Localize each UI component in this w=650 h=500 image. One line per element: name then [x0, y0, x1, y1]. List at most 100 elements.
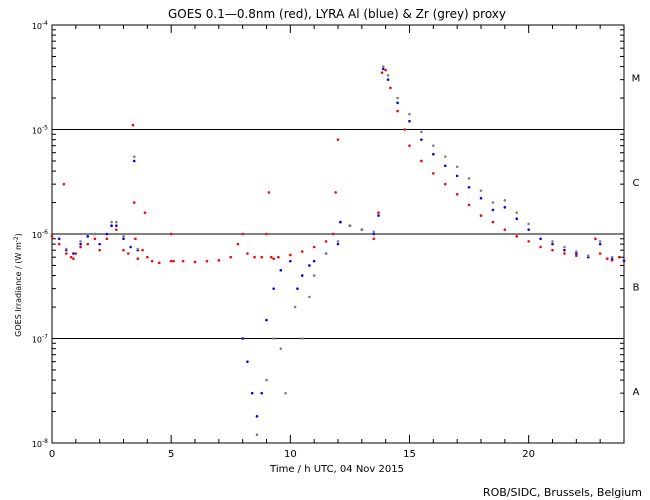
data-point [193, 260, 197, 264]
data-point [229, 255, 233, 259]
data-point [455, 192, 459, 196]
data-point [467, 185, 471, 189]
data-point [205, 259, 209, 263]
data-point [132, 201, 136, 204]
data-point [598, 240, 602, 243]
data-point [129, 245, 132, 249]
data-point [403, 128, 407, 131]
data-point [300, 337, 304, 340]
data-point [236, 242, 240, 246]
data-point [79, 245, 82, 249]
data-point [181, 259, 185, 263]
data-point [503, 206, 507, 209]
data-point [289, 259, 292, 263]
data-point [57, 237, 61, 241]
data-point [72, 252, 75, 255]
data-point [115, 224, 118, 228]
data-point [324, 240, 328, 243]
data-point [336, 240, 340, 243]
data-point [131, 123, 135, 127]
y-axis-label-close: ) [14, 233, 23, 236]
y-tick-base: 10 [32, 231, 42, 240]
data-point [372, 237, 376, 241]
data-point [122, 237, 125, 241]
data-point [420, 159, 423, 163]
data-point [563, 248, 566, 252]
data-point [272, 287, 275, 290]
data-point [255, 433, 259, 437]
y-tick-label: 10-7 [32, 334, 48, 345]
data-point [617, 255, 621, 259]
data-point [455, 165, 459, 169]
data-point [110, 220, 113, 224]
data-point [277, 255, 280, 259]
data-point [115, 220, 118, 224]
credit-text: ROB/SIDC, Brussels, Belgium [483, 486, 642, 499]
data-point [575, 252, 578, 255]
data-point [443, 182, 447, 186]
data-point [467, 177, 471, 180]
flare-class-label: C [633, 178, 640, 189]
chart-title: GOES 0.1—0.8nm (red), LYRA Al (blue) & Z… [168, 7, 506, 21]
data-point [93, 237, 97, 241]
data-point [246, 360, 249, 363]
data-point [79, 240, 82, 243]
data-point [479, 189, 483, 192]
data-point [563, 252, 566, 255]
data-point [606, 257, 609, 261]
data-point [122, 235, 125, 238]
data-point [432, 172, 435, 175]
data-point [503, 199, 507, 202]
data-point [384, 68, 387, 72]
data-point [134, 237, 137, 241]
data-point [267, 191, 271, 194]
data-point [491, 220, 495, 224]
data-point [539, 232, 542, 236]
data-point [260, 391, 264, 395]
data-point [172, 259, 175, 263]
data-point [586, 254, 590, 257]
y-tick-label: 10-5 [32, 125, 48, 136]
data-point [527, 222, 530, 226]
data-point [246, 252, 249, 255]
data-point [408, 119, 411, 123]
data-point [241, 232, 244, 236]
data-point [143, 211, 147, 214]
data-point [396, 101, 399, 105]
y-tick-exponent: -5 [42, 125, 48, 132]
y-tick-label: 10-8 [32, 438, 48, 449]
data-point [432, 152, 435, 156]
data-point [50, 235, 54, 238]
data-point [255, 415, 259, 418]
data-point [308, 295, 311, 299]
data-point [455, 174, 459, 178]
y-tick-exponent: -6 [42, 229, 48, 236]
data-point [420, 138, 423, 141]
data-point [408, 112, 411, 116]
data-point [491, 208, 495, 212]
data-point [115, 228, 118, 231]
data-point [408, 144, 411, 147]
y-axis-label: GOES Irradiance / (W m-2) [13, 233, 23, 337]
data-point [575, 254, 578, 257]
data-point [396, 96, 399, 100]
y-axis-label-sup: -2 [13, 236, 20, 242]
data-point [610, 255, 614, 259]
data-point [136, 247, 140, 251]
data-point [515, 217, 519, 221]
y-tick-label: 10-6 [32, 229, 48, 240]
data-point [269, 255, 273, 259]
data-point [598, 242, 602, 246]
y-tick-label: 10-4 [32, 20, 48, 31]
data-point [57, 242, 61, 246]
data-point [150, 259, 154, 263]
data-point [217, 259, 221, 262]
flare-class-label: M [632, 73, 641, 84]
data-point [65, 247, 68, 251]
data-point [253, 255, 256, 259]
data-point [122, 248, 125, 252]
data-point [279, 268, 283, 272]
data-point [146, 255, 149, 259]
data-point [381, 67, 385, 71]
